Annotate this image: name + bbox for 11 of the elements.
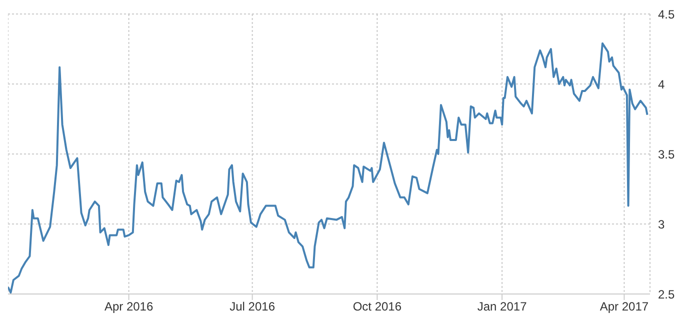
x-tick-label: Jul 2016 [230, 300, 276, 314]
y-tick-label: 4.5 [658, 7, 676, 22]
x-tick-label: Oct 2016 [352, 300, 402, 314]
y-tick-label: 2.5 [658, 287, 676, 302]
x-tick-label: Jan 2017 [477, 300, 528, 314]
y-tick-label: 3.5 [658, 147, 676, 162]
y-tick-label: 4 [658, 77, 665, 92]
x-tick-label: Apr 2016 [104, 300, 154, 314]
y-tick-label: 3 [658, 217, 665, 232]
x-tick-label: Apr 2017 [600, 300, 649, 314]
line-series [8, 42, 648, 294]
